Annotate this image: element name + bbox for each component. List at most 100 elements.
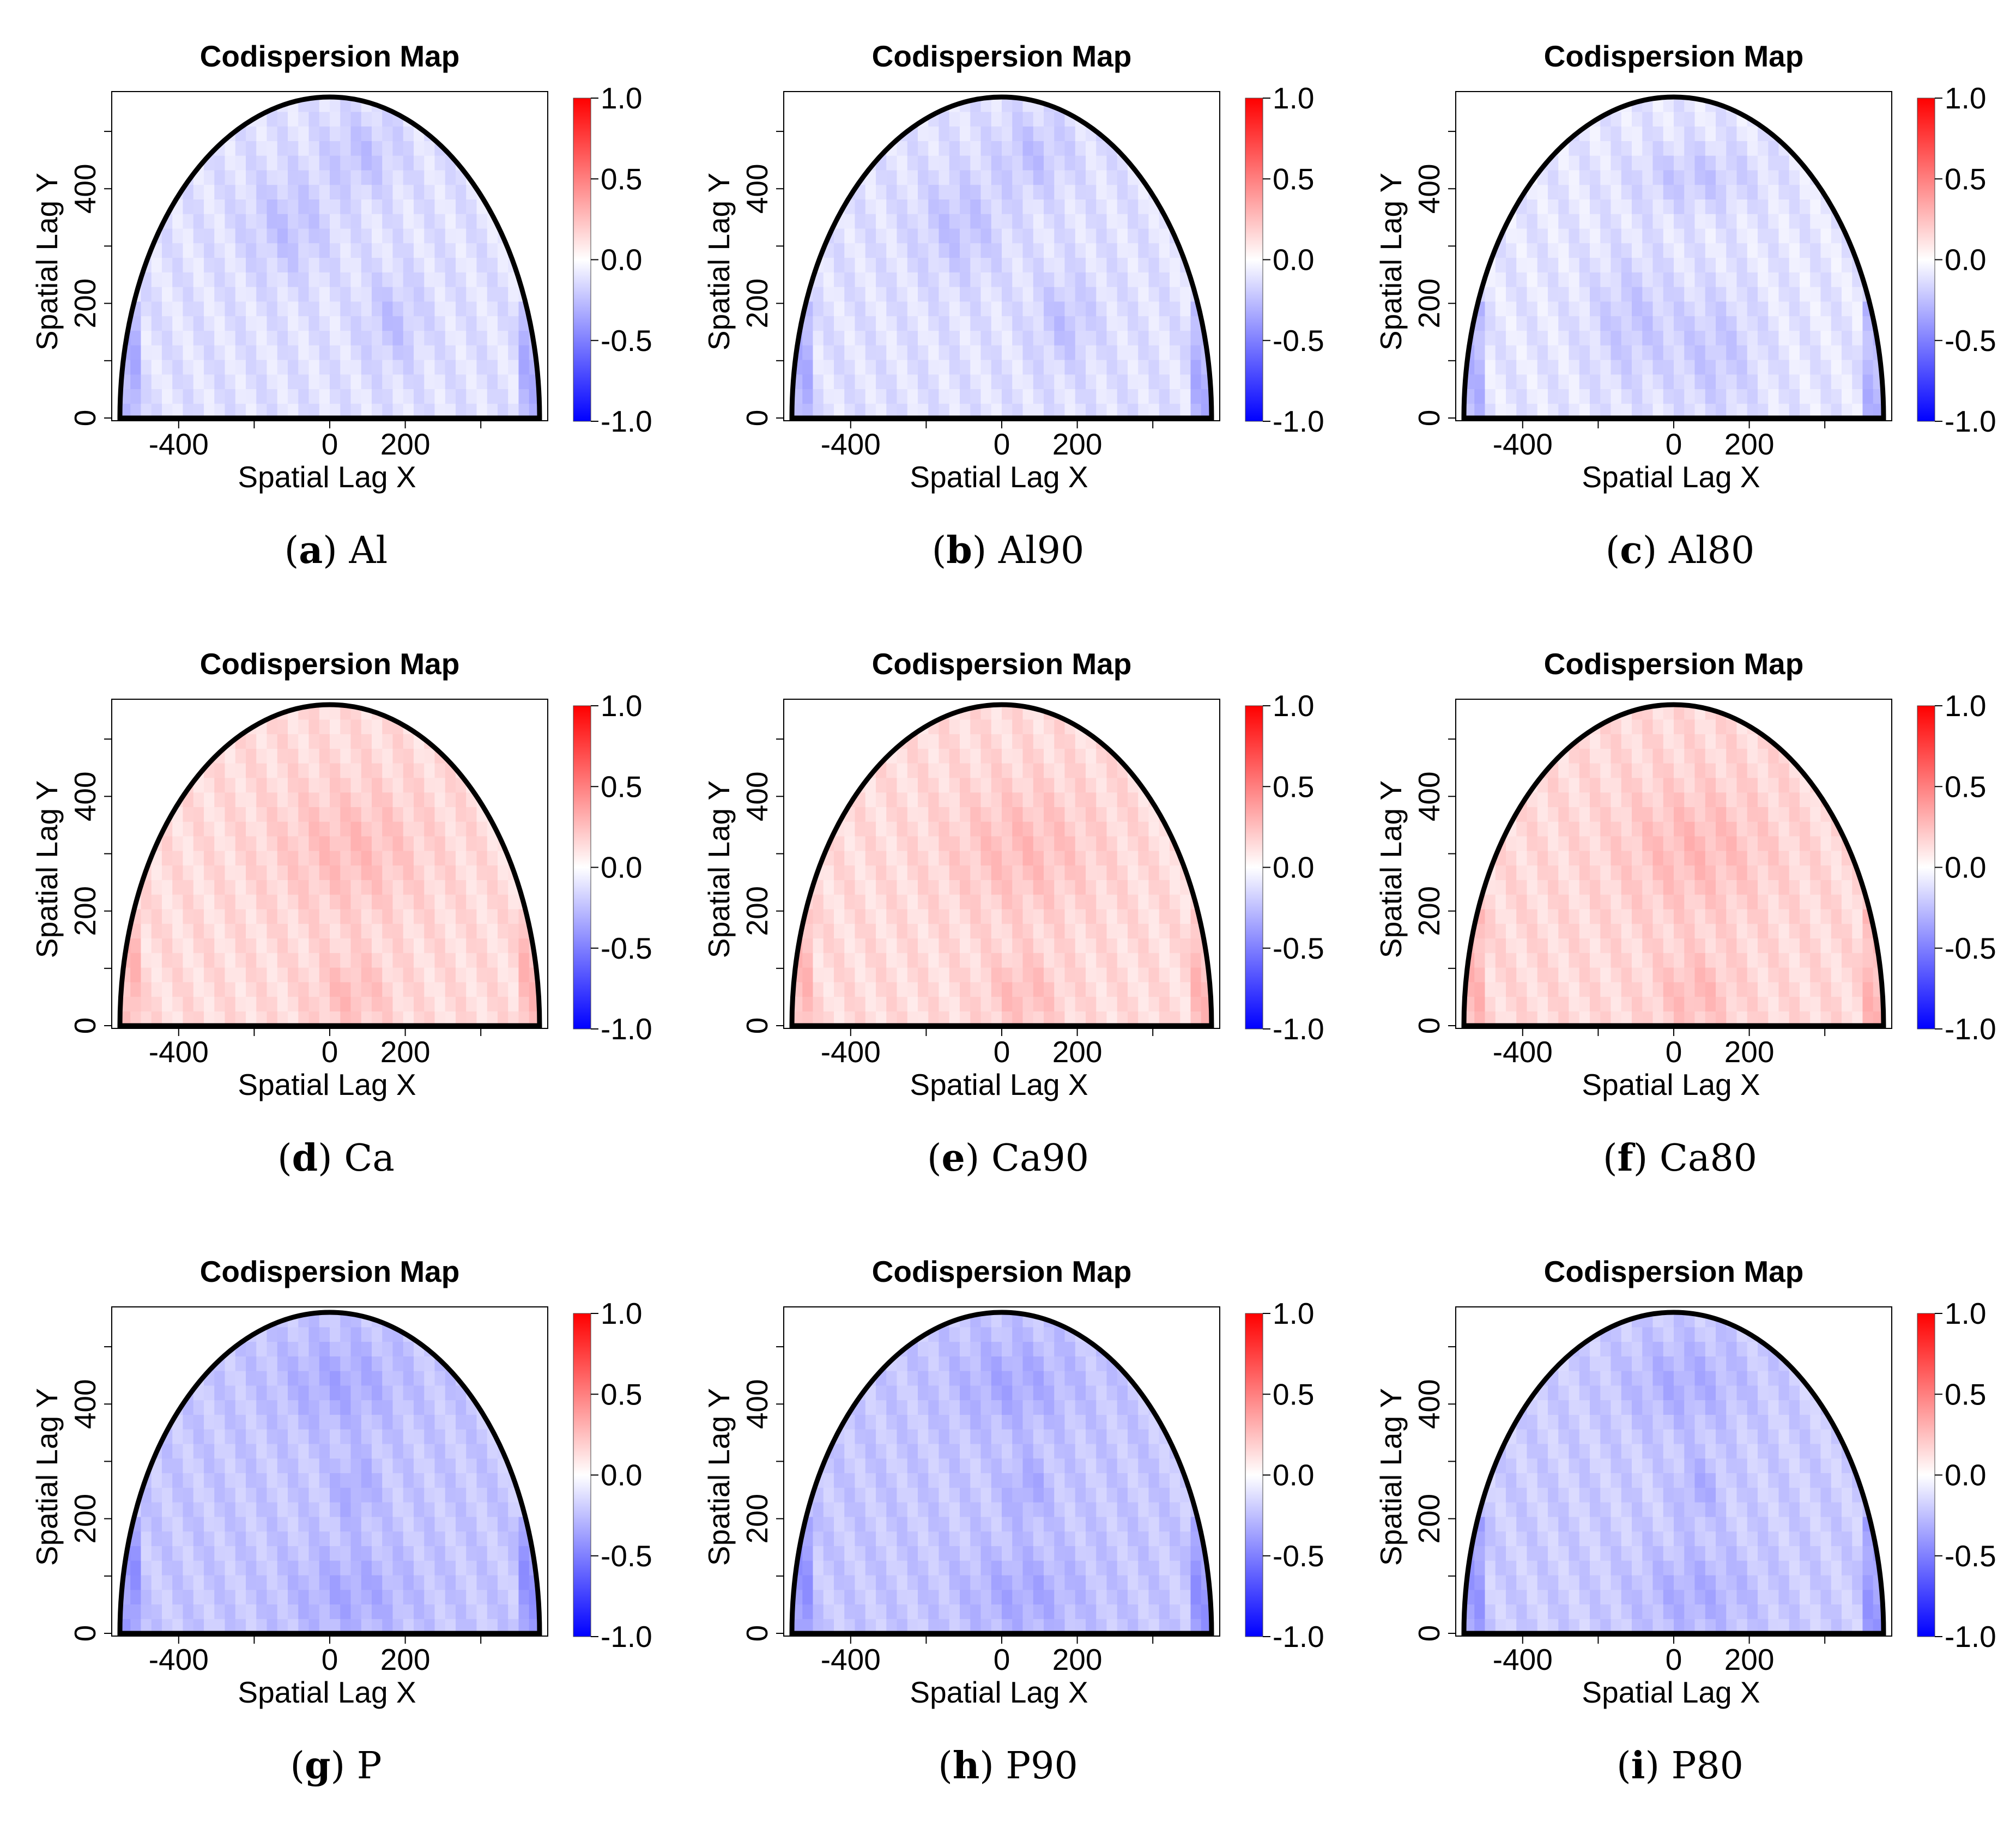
heatmap-cell bbox=[288, 374, 299, 389]
heatmap-cell bbox=[928, 821, 939, 836]
heatmap-cell bbox=[1128, 214, 1139, 228]
heatmap-cell bbox=[960, 360, 971, 374]
heatmap-cell bbox=[1012, 719, 1023, 734]
heatmap-cell bbox=[435, 360, 446, 374]
heatmap-cell bbox=[1558, 792, 1569, 807]
heatmap-cell bbox=[1705, 272, 1716, 287]
heatmap-cell bbox=[1737, 141, 1748, 155]
heatmap-cell bbox=[981, 155, 992, 170]
heatmap-cell bbox=[1002, 734, 1013, 749]
heatmap-cell bbox=[1863, 330, 1874, 345]
heatmap-cell bbox=[918, 924, 929, 938]
heatmap-cell bbox=[1023, 258, 1034, 272]
heatmap-cell bbox=[1149, 967, 1160, 982]
heatmap-cell bbox=[319, 996, 330, 1011]
heatmap-cell bbox=[939, 909, 950, 924]
heatmap-cell bbox=[939, 953, 950, 967]
heatmap-cell bbox=[183, 982, 194, 997]
heatmap-cell bbox=[246, 199, 257, 214]
heatmap-cell bbox=[382, 287, 393, 301]
heatmap-cell bbox=[498, 865, 508, 880]
heatmap-cell bbox=[1611, 982, 1622, 997]
heatmap-cell bbox=[403, 807, 414, 821]
heatmap-cell bbox=[1621, 360, 1632, 374]
heatmap-cell bbox=[1579, 778, 1590, 792]
heatmap-cell bbox=[1075, 389, 1086, 403]
heatmap-cell bbox=[424, 360, 435, 374]
heatmap-cell bbox=[1674, 228, 1685, 243]
heatmap-cell bbox=[1096, 272, 1107, 287]
heatmap-cell bbox=[1002, 301, 1013, 316]
heatmap-cell bbox=[1831, 374, 1842, 389]
heatmap-cell bbox=[403, 880, 414, 894]
heatmap-cell bbox=[865, 938, 876, 953]
heatmap-cell bbox=[1737, 155, 1748, 170]
heatmap-cell bbox=[1621, 792, 1632, 807]
heatmap-cell bbox=[960, 272, 971, 287]
heatmap-cell bbox=[319, 880, 330, 894]
heatmap-cell bbox=[1023, 374, 1034, 389]
heatmap-cell bbox=[172, 880, 183, 894]
heatmap-cell bbox=[1180, 301, 1191, 316]
heatmap-cell bbox=[256, 924, 267, 938]
heatmap-cell bbox=[918, 865, 929, 880]
heatmap-cell bbox=[487, 865, 498, 880]
heatmap-cell bbox=[1033, 330, 1044, 345]
heatmap-cell bbox=[834, 953, 845, 967]
heatmap-cell bbox=[351, 214, 362, 228]
heatmap-cell bbox=[981, 778, 992, 792]
heatmap-cell bbox=[288, 734, 299, 749]
heatmap-cell bbox=[1012, 126, 1023, 141]
heatmap-cell bbox=[1096, 924, 1107, 938]
heatmap-cell bbox=[235, 301, 246, 316]
colorbar-tick-label: 1.0 bbox=[601, 689, 642, 723]
heatmap-cell bbox=[1128, 389, 1139, 403]
heatmap-cell bbox=[498, 894, 508, 909]
heatmap-cell bbox=[991, 112, 1002, 126]
heatmap-cell bbox=[152, 996, 162, 1011]
heatmap-cell bbox=[1033, 851, 1044, 865]
heatmap-cell bbox=[1621, 894, 1632, 909]
heatmap-cell bbox=[319, 214, 330, 228]
heatmap-cell bbox=[949, 243, 960, 258]
heatmap-cell bbox=[1821, 389, 1832, 403]
heatmap-cell bbox=[288, 345, 299, 360]
heatmap-cell bbox=[1054, 982, 1065, 997]
heatmap-cell bbox=[288, 748, 299, 763]
heatmap-cell bbox=[855, 214, 866, 228]
heatmap-cell bbox=[330, 228, 341, 243]
heatmap-cell bbox=[309, 938, 320, 953]
heatmap-cell bbox=[519, 389, 530, 403]
heatmap-cell bbox=[340, 924, 351, 938]
colorbar-tick-label: 0.0 bbox=[1945, 243, 1986, 277]
caption-name: Al80 bbox=[1669, 529, 1754, 572]
heatmap-cell bbox=[865, 360, 876, 374]
heatmap-cell bbox=[886, 301, 897, 316]
heatmap-cell bbox=[1768, 316, 1779, 331]
heatmap-cell bbox=[949, 258, 960, 272]
heatmap-cell bbox=[1705, 301, 1716, 316]
heatmap-cell bbox=[435, 821, 446, 836]
heatmap-cell bbox=[235, 982, 246, 997]
heatmap-cell bbox=[288, 287, 299, 301]
heatmap-cell bbox=[267, 953, 278, 967]
heatmap-cell bbox=[204, 228, 215, 243]
heatmap-cell bbox=[1159, 360, 1170, 374]
heatmap-cell bbox=[393, 243, 404, 258]
heatmap-cell bbox=[1138, 982, 1149, 997]
heatmap-cell bbox=[246, 228, 257, 243]
heatmap-cell bbox=[403, 967, 414, 982]
heatmap-cell bbox=[1180, 345, 1191, 360]
heatmap-cell bbox=[508, 967, 519, 982]
heatmap-cell bbox=[445, 851, 456, 865]
heatmap-cell bbox=[498, 316, 508, 331]
heatmap-cell bbox=[414, 185, 425, 199]
heatmap-cell bbox=[214, 763, 225, 778]
heatmap-cell bbox=[1747, 228, 1758, 243]
heatmap-cell bbox=[1159, 967, 1170, 982]
heatmap-cell bbox=[928, 953, 939, 967]
heatmap-cell bbox=[340, 258, 351, 272]
heatmap-cell bbox=[193, 316, 204, 331]
heatmap-cell bbox=[309, 953, 320, 967]
heatmap-cell bbox=[1128, 243, 1139, 258]
